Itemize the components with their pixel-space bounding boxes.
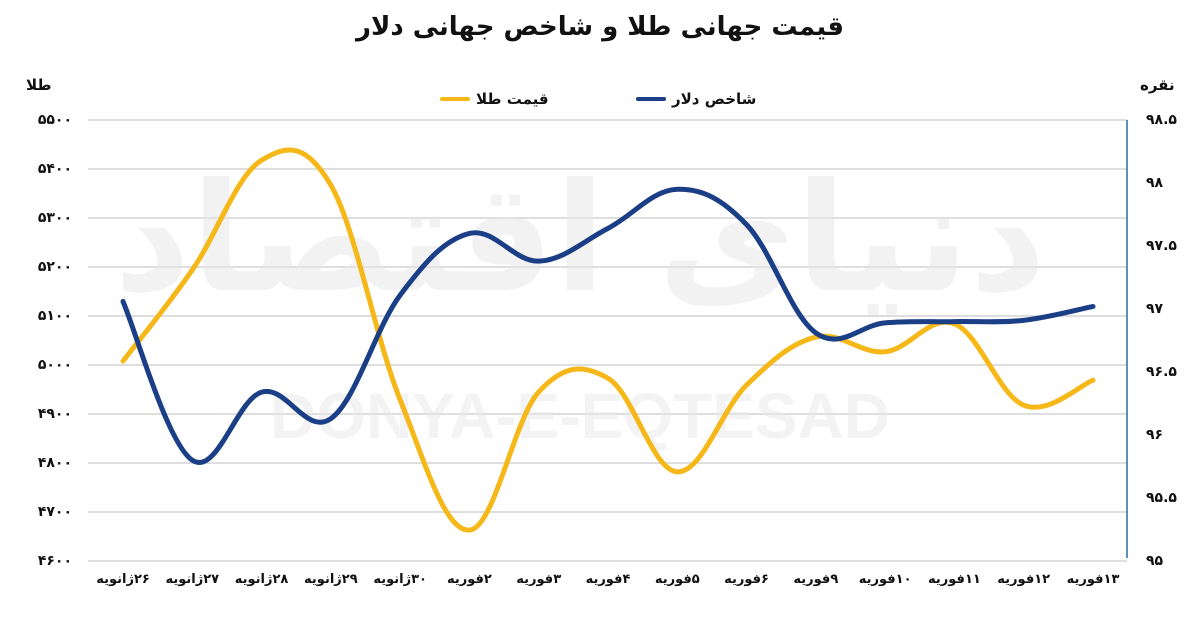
chart-title: قیمت جهانی طلا و شاخص جهانی دلار [356, 12, 844, 42]
left-tick-label: ۵۴۰۰ [37, 161, 72, 177]
right-tick-label: ۹۵.۵ [1146, 490, 1177, 506]
x-tick-label: ۲۹ژانویه [304, 572, 358, 587]
x-tick-label: ۱۳فوریه [1066, 572, 1120, 587]
x-tick-label: ۳فوریه [516, 572, 562, 587]
legend-label-dollar: شاخص دلار [672, 90, 757, 108]
right-axis-label: نقره [1140, 76, 1175, 94]
right-tick-label: ۹۸ [1146, 175, 1164, 191]
right-tick-label: ۹۷ [1146, 301, 1164, 317]
legend-swatch-dollar [636, 97, 666, 101]
left-tick-label: ۵۰۰۰ [37, 357, 72, 373]
left-tick-label: ۵۲۰۰ [37, 259, 72, 275]
left-tick-label: ۴۸۰۰ [37, 455, 72, 471]
gridlines [88, 119, 1127, 562]
legend-item-gold: قیمت طلا [440, 90, 549, 108]
watermark: دنیای اقتصاد DONYA-E-EQTESAD [114, 152, 1047, 452]
x-tick-label: ۶فوریه [724, 572, 769, 587]
x-tick-label: ۵فوریه [654, 572, 700, 587]
x-tick-label: ۹فوریه [793, 572, 839, 587]
x-tick-label: ۲۷ژانویه [165, 572, 220, 587]
x-tick-label: ۱۰فوریه [858, 572, 912, 587]
left-axis-label: طلا [26, 76, 52, 94]
legend-item-dollar: شاخص دلار [636, 90, 756, 108]
right-tick-label: ۹۶ [1146, 427, 1164, 443]
x-tick-label: ۳۰ژانویه [373, 572, 427, 587]
legend-swatch-gold [440, 97, 470, 101]
x-tick-label: ۴فوریه [585, 572, 631, 587]
right-tick-label: ۹۷.۵ [1146, 238, 1177, 254]
left-tick-label: ۵۱۰۰ [37, 308, 72, 324]
watermark-arabic: دنیای اقتصاد [114, 152, 1047, 326]
x-tick-label: ۲۸ژانویه [234, 572, 289, 587]
gold-price-line [120, 147, 1096, 533]
x-tick-label: ۱۱فوریه [928, 572, 981, 587]
legend-label-gold: قیمت طلا [476, 90, 549, 108]
watermark-latin: DONYA-E-EQTESAD [270, 380, 890, 452]
left-tick-label: ۴۹۰۰ [37, 406, 72, 422]
right-tick-label: ۹۸.۵ [1146, 112, 1177, 128]
dollar-index-line [120, 186, 1096, 465]
left-tick-label: ۵۵۰۰ [37, 112, 72, 128]
x-tick-label: ۲۶ژانویه [96, 572, 150, 587]
left-tick-label: ۵۳۰۰ [37, 210, 72, 226]
x-tick-label: ۲فوریه [446, 572, 492, 587]
right-tick-label: ۹۶.۵ [1146, 364, 1177, 380]
x-tick-label: ۱۲فوریه [997, 572, 1051, 587]
left-tick-label: ۴۷۰۰ [37, 504, 72, 520]
right-tick-label: ۹۵ [1146, 553, 1164, 569]
left-tick-label: ۴۶۰۰ [37, 553, 72, 569]
